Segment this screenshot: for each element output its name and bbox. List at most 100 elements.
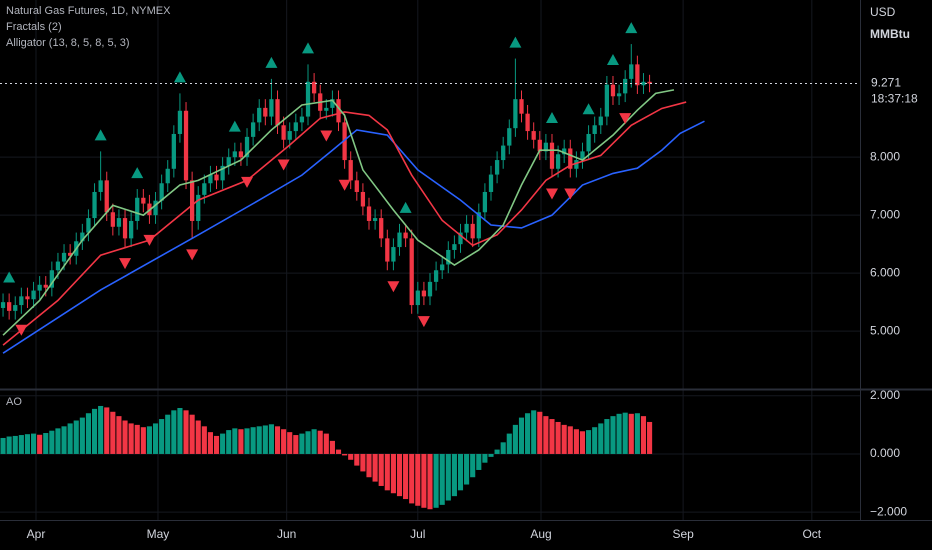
- x-tick-label: Aug: [530, 527, 551, 541]
- candle-body: [110, 212, 115, 227]
- candle-body: [458, 232, 463, 245]
- candle-body: [610, 84, 616, 97]
- candle-body: [214, 174, 219, 181]
- candle-body: [494, 160, 500, 175]
- last-price-box: [862, 74, 932, 109]
- y-tick-label: 6.000: [870, 265, 900, 279]
- fractal-down: [15, 324, 28, 336]
- ao-bar: [0, 437, 6, 454]
- candle-body: [13, 305, 18, 311]
- candle-body: [519, 99, 524, 114]
- candle-body: [324, 107, 329, 111]
- ao-bar: [293, 435, 299, 454]
- ao-bar: [24, 434, 31, 454]
- candle-body: [452, 244, 457, 250]
- candle-body: [488, 174, 494, 192]
- ao-bar: [512, 424, 518, 454]
- ao-bar: [49, 430, 55, 454]
- candle-body: [470, 223, 475, 239]
- candle-body: [433, 270, 439, 282]
- fractal-down: [338, 179, 351, 191]
- x-tick-label: Apr: [27, 527, 46, 541]
- ao-bar: [287, 432, 293, 454]
- candle-body: [299, 116, 305, 123]
- candle-body: [104, 180, 109, 213]
- fractal-down: [545, 188, 558, 200]
- candle-body: [226, 157, 231, 166]
- candle-body: [116, 218, 122, 227]
- ao-bar: [518, 417, 525, 454]
- ao-bar: [183, 410, 189, 454]
- candle-body: [366, 206, 372, 221]
- ao-bar: [311, 429, 317, 454]
- ao-bar: [85, 413, 92, 454]
- candle-body: [238, 151, 244, 158]
- candle-body: [165, 168, 170, 184]
- ao-bar: [366, 453, 372, 478]
- ao-bar: [439, 453, 445, 505]
- ao-bar: [226, 430, 232, 454]
- candle-body: [446, 249, 451, 265]
- ao-bar: [647, 421, 653, 454]
- ao-bar: [543, 416, 549, 454]
- ao-bar: [628, 413, 634, 454]
- fractal-up: [228, 120, 241, 132]
- ao-bar: [415, 453, 421, 506]
- ao-bar: [110, 411, 116, 454]
- candle-body: [49, 270, 54, 288]
- ao-bar: [201, 426, 207, 454]
- candle-body: [311, 81, 317, 94]
- ao-bar: [592, 427, 598, 454]
- candle-body: [354, 180, 359, 192]
- candle-body: [25, 296, 30, 300]
- candle-body: [122, 218, 128, 239]
- candle-body: [129, 220, 134, 239]
- candle-body: [482, 191, 488, 213]
- ao-bar: [335, 449, 342, 454]
- fractal-down: [241, 176, 254, 188]
- candle-body: [183, 110, 189, 181]
- fractal-up: [131, 167, 144, 179]
- fractal-up: [302, 42, 315, 54]
- x-tick-label: May: [147, 527, 170, 541]
- ao-bar: [177, 408, 183, 454]
- ao-bar: [262, 425, 268, 454]
- y-tick-label: 5.000: [870, 323, 900, 337]
- ao-bar: [116, 416, 122, 454]
- indicator-label: Alligator (13, 8, 5, 8, 5, 3): [6, 37, 130, 49]
- ao-bar: [299, 433, 305, 454]
- alligator-line: [2, 89, 675, 336]
- candle-body: [269, 99, 274, 117]
- ao-bar: [61, 426, 67, 454]
- candle-body: [586, 133, 591, 152]
- candle-body: [641, 81, 646, 86]
- ao-bar: [494, 449, 500, 454]
- candle-body: [574, 160, 579, 169]
- fractal-down: [119, 258, 132, 270]
- y-tick-label: −2.000: [870, 504, 907, 518]
- ao-bar: [152, 423, 159, 454]
- ao-bar: [37, 434, 43, 454]
- ao-bar: [476, 453, 482, 470]
- x-tick-label: Oct: [802, 527, 821, 541]
- candle-body: [244, 136, 250, 158]
- ao-bar: [616, 413, 622, 454]
- ao-bar: [500, 442, 506, 454]
- candle-body: [403, 232, 408, 239]
- ao-bar: [238, 429, 244, 454]
- ao-bar: [579, 431, 586, 454]
- candle-body: [171, 133, 176, 169]
- candle-body: [7, 302, 12, 311]
- ao-bar: [482, 453, 488, 463]
- ao-bar: [342, 453, 348, 456]
- fractal-up: [399, 201, 412, 213]
- fractal-down: [320, 130, 333, 142]
- candle-body: [543, 142, 549, 152]
- ao-bar: [403, 453, 409, 500]
- candle-body: [568, 148, 573, 169]
- ao-bar: [348, 453, 354, 460]
- ao-bar: [525, 413, 531, 454]
- fractal-down: [619, 113, 632, 125]
- fractal-down: [387, 281, 400, 293]
- candle-body: [153, 200, 158, 216]
